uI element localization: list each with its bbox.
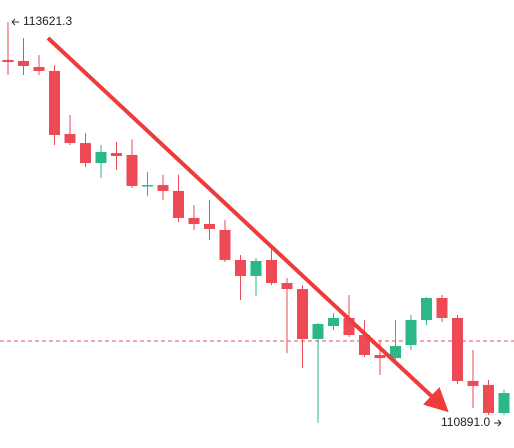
candle-body xyxy=(142,185,153,187)
candle-body xyxy=(219,229,231,260)
candle-body xyxy=(235,259,246,276)
candle-body xyxy=(111,153,122,156)
candle-body xyxy=(80,143,91,164)
candle-body xyxy=(452,317,463,381)
candle-body xyxy=(33,66,45,71)
candle-body xyxy=(281,283,293,290)
candle-body xyxy=(173,190,184,218)
candle-body xyxy=(483,384,494,413)
max-label: 113621.3 xyxy=(23,14,72,28)
candle-body xyxy=(188,217,200,224)
candle-body xyxy=(64,133,76,144)
candle-body xyxy=(343,317,355,336)
min-pointer-head xyxy=(497,419,502,427)
min-label: 110891.0 xyxy=(441,415,490,429)
candle-body xyxy=(498,393,510,413)
candle-body xyxy=(359,335,370,355)
candle-body xyxy=(250,260,262,276)
candle-body xyxy=(126,154,138,186)
candle-body xyxy=(390,346,401,359)
candle-body xyxy=(405,320,417,345)
candle-body xyxy=(157,185,169,191)
candle-body xyxy=(421,297,432,321)
max-pointer-head xyxy=(11,18,16,26)
candle-body xyxy=(436,297,448,318)
candle-body xyxy=(49,70,60,135)
candle-body xyxy=(18,60,29,66)
candle-body xyxy=(467,380,479,386)
candle-body xyxy=(204,223,215,229)
candle-body xyxy=(312,323,324,339)
trend-arrow xyxy=(46,36,449,413)
candle-body xyxy=(95,152,107,164)
candle-body xyxy=(2,59,14,62)
candle-body xyxy=(266,259,277,284)
candle-body xyxy=(374,354,386,359)
candle-body xyxy=(328,317,339,327)
candle-body xyxy=(297,289,308,339)
